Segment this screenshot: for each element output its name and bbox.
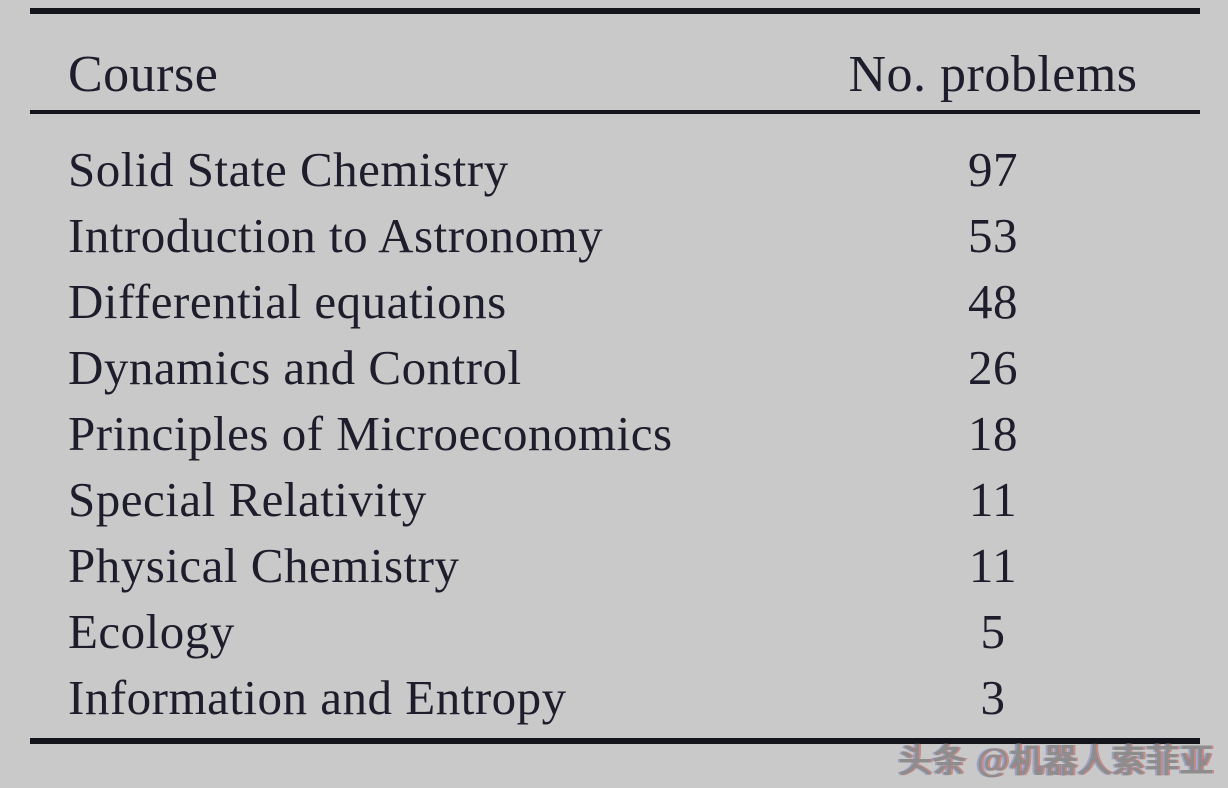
course-cell: Solid State Chemistry <box>68 141 509 197</box>
course-cell: Principles of Microeconomics <box>68 405 673 461</box>
problems-cell: 5 <box>980 603 1006 659</box>
table-row: Differential equations 48 <box>30 268 1200 334</box>
problems-cell: 18 <box>968 405 1018 461</box>
course-column-header: Course <box>68 46 219 103</box>
course-cell: Information and Entropy <box>68 669 567 725</box>
problems-cell: 97 <box>968 141 1018 197</box>
course-cell: Dynamics and Control <box>68 339 522 395</box>
problems-cell: 53 <box>968 207 1018 263</box>
table-row: Introduction to Astronomy 53 <box>30 202 1200 268</box>
course-cell: Physical Chemistry <box>68 537 460 593</box>
course-cell: Introduction to Astronomy <box>68 207 604 263</box>
table-row: Solid State Chemistry 97 <box>30 136 1200 202</box>
top-rule <box>30 8 1200 14</box>
course-cell: Differential equations <box>68 273 507 329</box>
problems-cell: 48 <box>968 273 1018 329</box>
table-row: Dynamics and Control 26 <box>30 334 1200 400</box>
header-rule <box>30 110 1200 114</box>
course-cell: Special Relativity <box>68 471 427 527</box>
problems-cell: 11 <box>968 471 1018 527</box>
course-cell: Ecology <box>68 603 235 659</box>
problems-cell: 26 <box>968 339 1018 395</box>
table-row: Special Relativity 11 <box>30 466 1200 532</box>
table-row: Principles of Microeconomics 18 <box>30 400 1200 466</box>
courses-table: Course No. problems Solid State Chemistr… <box>30 8 1200 744</box>
bottom-rule <box>30 738 1200 744</box>
table-row: Information and Entropy 3 <box>30 664 1200 730</box>
table-row: Physical Chemistry 11 <box>30 532 1200 598</box>
table-header: Course No. problems <box>30 14 1200 110</box>
problems-column-header: No. problems <box>848 46 1138 103</box>
watermark: 头条 @机器人索菲亚 <box>898 742 1214 779</box>
table-row: Ecology 5 <box>30 598 1200 664</box>
problems-cell: 3 <box>980 669 1006 725</box>
problems-cell: 11 <box>968 537 1018 593</box>
table-body: Solid State Chemistry 97 Introduction to… <box>30 114 1200 738</box>
